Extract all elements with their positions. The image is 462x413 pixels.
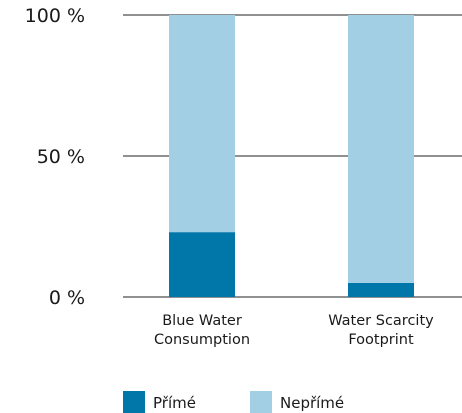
bar-segment xyxy=(169,232,235,297)
bar-segment xyxy=(348,283,414,297)
y-tick-label: 0 % xyxy=(49,287,85,309)
category-label-line: Footprint xyxy=(348,332,414,348)
y-tick-label: 50 % xyxy=(37,146,85,168)
legend-label: Přímé xyxy=(153,394,196,412)
y-tick-label: 100 % xyxy=(25,5,85,27)
category-label-line: Water Scarcity xyxy=(328,313,434,329)
legend: Přímé Nepřímé xyxy=(123,391,344,413)
legend-swatch xyxy=(250,391,272,413)
category-label-line: Consumption xyxy=(154,332,250,348)
bar-segment xyxy=(169,15,235,232)
category-label-line: Blue Water xyxy=(162,313,242,329)
category-label: Water Scarcity Footprint xyxy=(328,313,434,348)
bar-segment xyxy=(348,15,414,283)
legend-label: Nepřímé xyxy=(280,394,344,412)
y-axis-ticks: 0 % 50 % 100 % xyxy=(25,5,85,309)
category-label: Blue Water Consumption xyxy=(154,313,250,348)
legend-swatch xyxy=(123,391,145,413)
x-axis-categories: Blue Water Consumption Water Scarcity Footp… xyxy=(154,313,434,348)
